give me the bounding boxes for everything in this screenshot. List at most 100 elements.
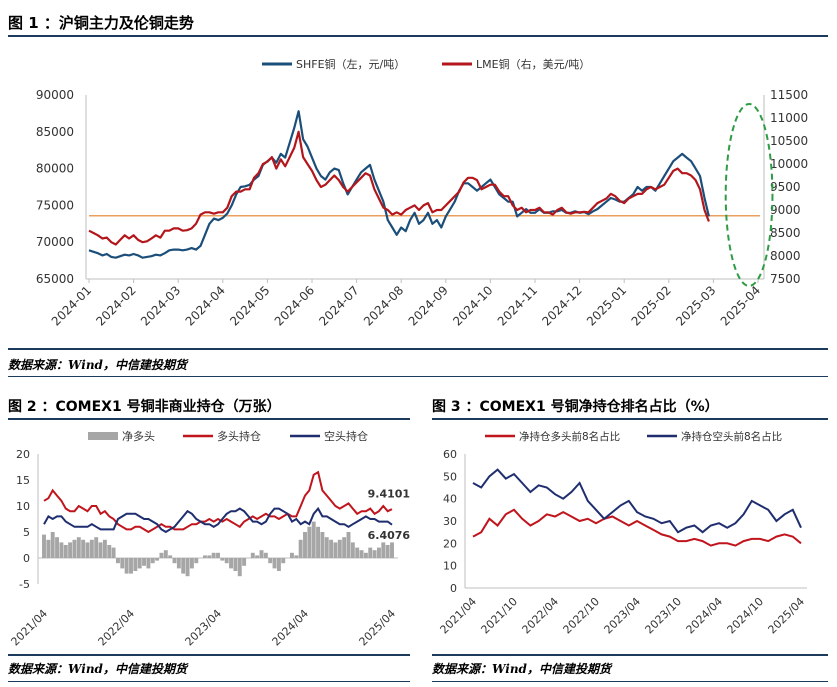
x-tick-label: 2024-04 xyxy=(183,283,228,328)
net-long-bar xyxy=(120,558,125,569)
net-long-bar xyxy=(124,558,129,574)
y-right-tick-label: 11000 xyxy=(770,111,808,125)
fig3-source-rule xyxy=(432,681,828,682)
net-long-bar xyxy=(185,558,190,577)
y-left-tick-label: 70000 xyxy=(36,235,74,249)
y-tick-label: 0 xyxy=(23,552,30,565)
net-long-bar xyxy=(150,558,155,564)
x-tick-label: 2024-01 xyxy=(49,283,94,328)
x-tick-label: 2024-12 xyxy=(539,283,584,328)
net-long-bar xyxy=(155,558,160,561)
net-long-bar xyxy=(289,552,294,558)
net-long-bar xyxy=(281,558,286,564)
net-long-bar xyxy=(259,550,264,558)
net-long-bar xyxy=(89,539,94,558)
x-tick-label: 2024-02 xyxy=(93,283,138,328)
y-right-tick-label: 10000 xyxy=(770,157,808,171)
fig1-top-rule xyxy=(8,35,828,37)
net-long-bar xyxy=(255,555,260,558)
net-long-bar xyxy=(229,558,234,569)
y-tick-label: 10 xyxy=(16,500,30,513)
net-long-bar xyxy=(307,526,312,558)
y-left-tick-label: 90000 xyxy=(36,88,74,102)
x-tick-label: 2025/04 xyxy=(357,607,399,649)
annotation-short-value: 6.4076 xyxy=(368,529,411,542)
fig1-title: 图 1 ：沪铜主力及伦铜走势 xyxy=(8,14,194,32)
y-tick-label: 20 xyxy=(16,448,30,461)
net-long-bar xyxy=(337,539,342,558)
y-left-tick-label: 85000 xyxy=(36,125,74,139)
net-long-bar xyxy=(311,521,316,558)
fig1-bottom-rule xyxy=(8,348,828,350)
net-long-bar xyxy=(346,532,351,558)
fig1-source-rule xyxy=(8,376,828,377)
legend-label-shfe: SHFE铜（左，元/吨） xyxy=(296,57,405,71)
y-tick-label: 0 xyxy=(450,582,457,595)
net-long-bar xyxy=(298,539,303,558)
y-right-tick-label: 8000 xyxy=(770,249,801,263)
y-right-tick-label: 8500 xyxy=(770,226,801,240)
net-long-bar xyxy=(390,542,394,558)
net-long-bar xyxy=(146,558,151,569)
x-tick-label: 2023/10 xyxy=(643,595,685,637)
highlight-ellipse xyxy=(724,103,774,287)
net-long-bar xyxy=(172,558,177,564)
lme-line xyxy=(88,130,710,246)
y-tick-label: 50 xyxy=(443,470,457,483)
net-long-bar xyxy=(72,539,77,558)
net-long-bar xyxy=(76,537,81,558)
x-tick-label: 2024-06 xyxy=(272,283,317,328)
x-tick-label: 2021/04 xyxy=(438,595,480,637)
x-tick-label: 2024-07 xyxy=(316,283,361,328)
net-long-bar xyxy=(333,542,338,558)
net-long-bar xyxy=(272,558,277,569)
fig2-source: 数据来源：Wind，中信建投期货 xyxy=(8,662,187,676)
x-tick-label: 2024/10 xyxy=(725,595,767,637)
net-long-bar xyxy=(381,542,386,558)
net-long-bar xyxy=(276,558,281,571)
net-long-bar xyxy=(385,545,390,558)
net-long-bar xyxy=(316,526,321,558)
fig3-title: 图 3 ：COMEX1 号铜净持仓排名占比（%） xyxy=(432,399,719,415)
x-tick-label: 2022/10 xyxy=(561,595,603,637)
y-right-tick-label: 9000 xyxy=(770,203,801,217)
net-long-bar xyxy=(46,539,51,558)
net-long-bar xyxy=(342,537,347,558)
net-long-bar xyxy=(207,555,212,558)
net-long-bar xyxy=(42,534,46,558)
net-long-bar xyxy=(102,539,107,558)
net-long-bar xyxy=(268,558,273,564)
y-right-tick-label: 10500 xyxy=(770,134,808,148)
fig2-bottom-rule xyxy=(8,654,410,656)
net-long-bar xyxy=(63,545,68,558)
net-long-bar xyxy=(50,532,55,558)
x-tick-label: 2022/04 xyxy=(520,595,562,637)
net-long-bar xyxy=(329,539,334,558)
legend-swatch-net-long xyxy=(88,432,118,440)
net-short-top8-line xyxy=(472,468,802,534)
y-tick-label: 5 xyxy=(23,526,30,539)
net-long-bar xyxy=(129,558,133,574)
net-long-bar xyxy=(115,558,120,564)
legend-label-net-short-top8: 净持仓空头前8名占比 xyxy=(681,430,782,443)
net-long-bar xyxy=(237,558,242,577)
net-long-bar xyxy=(376,547,381,558)
y-left-tick-label: 65000 xyxy=(36,272,74,286)
net-long-bar xyxy=(85,542,90,558)
legend-label-net-long-top8: 净持仓多头前8名占比 xyxy=(519,430,620,443)
net-long-bar xyxy=(194,558,199,564)
net-long-bar xyxy=(294,555,299,558)
fig2-chart: -5 0 5 10 15 20 2021/04 2022/04 2023/04 2024/04 20… xyxy=(9,429,411,649)
y-left-tick-label: 75000 xyxy=(36,198,74,212)
fig1-source: 数据来源：Wind，中信建投期货 xyxy=(8,358,187,372)
x-tick-label: 2021/10 xyxy=(479,595,521,637)
x-tick-label: 2025-04 xyxy=(718,283,763,328)
net-long-bar xyxy=(303,532,307,558)
net-long-bar xyxy=(189,558,194,569)
net-long-top8-line xyxy=(472,508,802,547)
y-tick-label: 20 xyxy=(443,537,457,550)
net-long-bar xyxy=(81,539,86,558)
net-long-bar xyxy=(159,552,164,558)
y-tick-label: 40 xyxy=(443,493,457,506)
net-long-bar xyxy=(111,547,116,558)
